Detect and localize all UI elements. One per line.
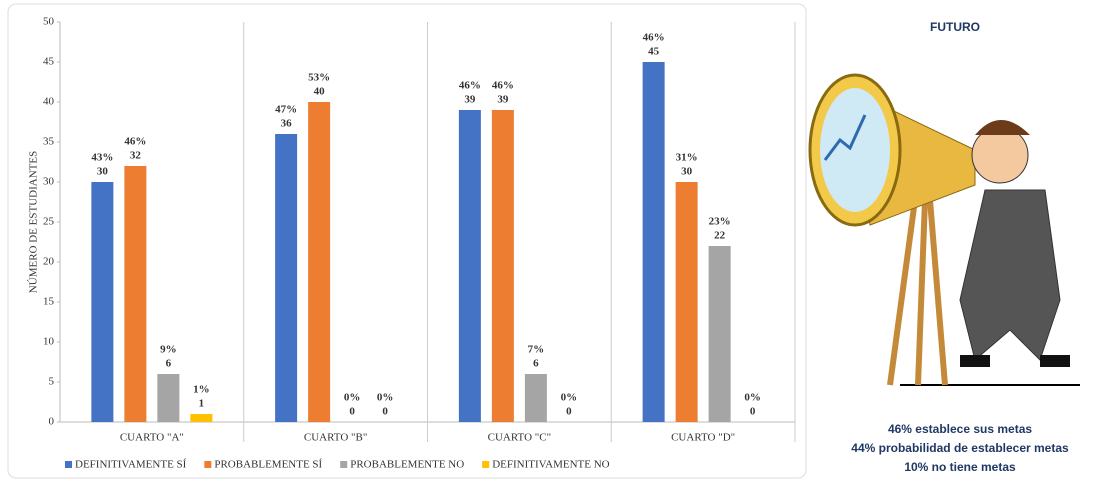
percent-label: 46% xyxy=(124,136,146,148)
y-tick-label: 30 xyxy=(43,176,55,188)
bar xyxy=(491,110,514,422)
value-label: 1 xyxy=(199,398,205,410)
y-tick-label: 45 xyxy=(43,56,55,68)
value-label: 6 xyxy=(166,358,172,370)
percent-label: 7% xyxy=(528,344,545,356)
value-label: 40 xyxy=(314,86,326,98)
value-label: 36 xyxy=(281,118,293,130)
value-label: 45 xyxy=(648,46,660,58)
percent-label: 46% xyxy=(459,80,481,92)
percent-label: 46% xyxy=(492,80,514,92)
legend-swatch xyxy=(340,461,348,468)
value-label: 32 xyxy=(130,150,142,162)
info-line: 10% no tiene metas xyxy=(904,460,1016,474)
value-label: 0 xyxy=(566,406,572,418)
legend-swatch xyxy=(65,461,72,468)
percent-label: 0% xyxy=(344,392,361,404)
bar xyxy=(708,246,731,422)
y-tick-label: 20 xyxy=(43,256,55,268)
y-tick-label: 10 xyxy=(43,336,55,348)
value-label: 0 xyxy=(750,406,756,418)
bar xyxy=(308,102,331,422)
bar xyxy=(642,62,665,422)
legend-label: DEFINITIVAMENTE NO xyxy=(492,459,609,471)
y-tick-label: 35 xyxy=(43,136,55,148)
y-axis-label: NÚMERO DE ESTUDIANTES xyxy=(28,151,40,293)
legend-label: PROBABLEMENTE SÍ xyxy=(214,459,322,471)
bar xyxy=(275,134,298,422)
y-tick-label: 50 xyxy=(43,16,55,28)
legend-label: PROBABLEMENTE NO xyxy=(350,459,464,471)
bar xyxy=(458,110,481,422)
value-label: 22 xyxy=(714,230,726,242)
value-label: 30 xyxy=(97,166,109,178)
percent-label: 0% xyxy=(377,392,394,404)
chart-frame xyxy=(7,3,807,479)
x-tick-label: CUARTO "B" xyxy=(304,432,367,444)
legend-swatch xyxy=(204,461,212,468)
bar xyxy=(91,182,114,422)
value-label: 39 xyxy=(497,94,509,106)
y-tick-label: 15 xyxy=(43,296,55,308)
y-tick-label: 25 xyxy=(43,216,55,228)
info-title: FUTURO xyxy=(930,20,980,34)
percent-label: 47% xyxy=(275,104,297,116)
percent-label: 23% xyxy=(709,216,731,228)
bar xyxy=(524,374,547,422)
bar xyxy=(675,182,698,422)
y-tick-label: 0 xyxy=(49,416,55,428)
percent-label: 31% xyxy=(676,152,698,164)
value-label: 0 xyxy=(349,406,355,418)
value-label: 39 xyxy=(464,94,476,106)
bar xyxy=(190,414,213,422)
value-label: 0 xyxy=(382,406,388,418)
info-line: 46% establece sus metas xyxy=(888,422,1032,436)
x-tick-label: CUARTO "A" xyxy=(120,432,184,444)
bar xyxy=(124,166,147,422)
info-line: 44% probabilidad de establecer metas xyxy=(851,441,1069,455)
illustration xyxy=(808,73,1080,386)
legend-swatch xyxy=(482,461,490,468)
percent-label: 53% xyxy=(308,72,330,84)
percent-label: 9% xyxy=(160,344,177,356)
value-label: 30 xyxy=(681,166,693,178)
percent-label: 46% xyxy=(643,32,665,44)
y-tick-label: 40 xyxy=(43,96,55,108)
x-tick-label: CUARTO "C" xyxy=(488,432,551,444)
legend-label: DEFINITIVAMENTE SÍ xyxy=(75,459,187,471)
percent-label: 0% xyxy=(744,392,761,404)
percent-label: 43% xyxy=(91,152,113,164)
bar xyxy=(157,374,180,422)
y-tick-label: 5 xyxy=(49,376,55,388)
value-label: 6 xyxy=(533,358,539,370)
percent-label: 0% xyxy=(561,392,578,404)
x-tick-label: CUARTO "D" xyxy=(671,432,735,444)
percent-label: 1% xyxy=(193,384,210,396)
